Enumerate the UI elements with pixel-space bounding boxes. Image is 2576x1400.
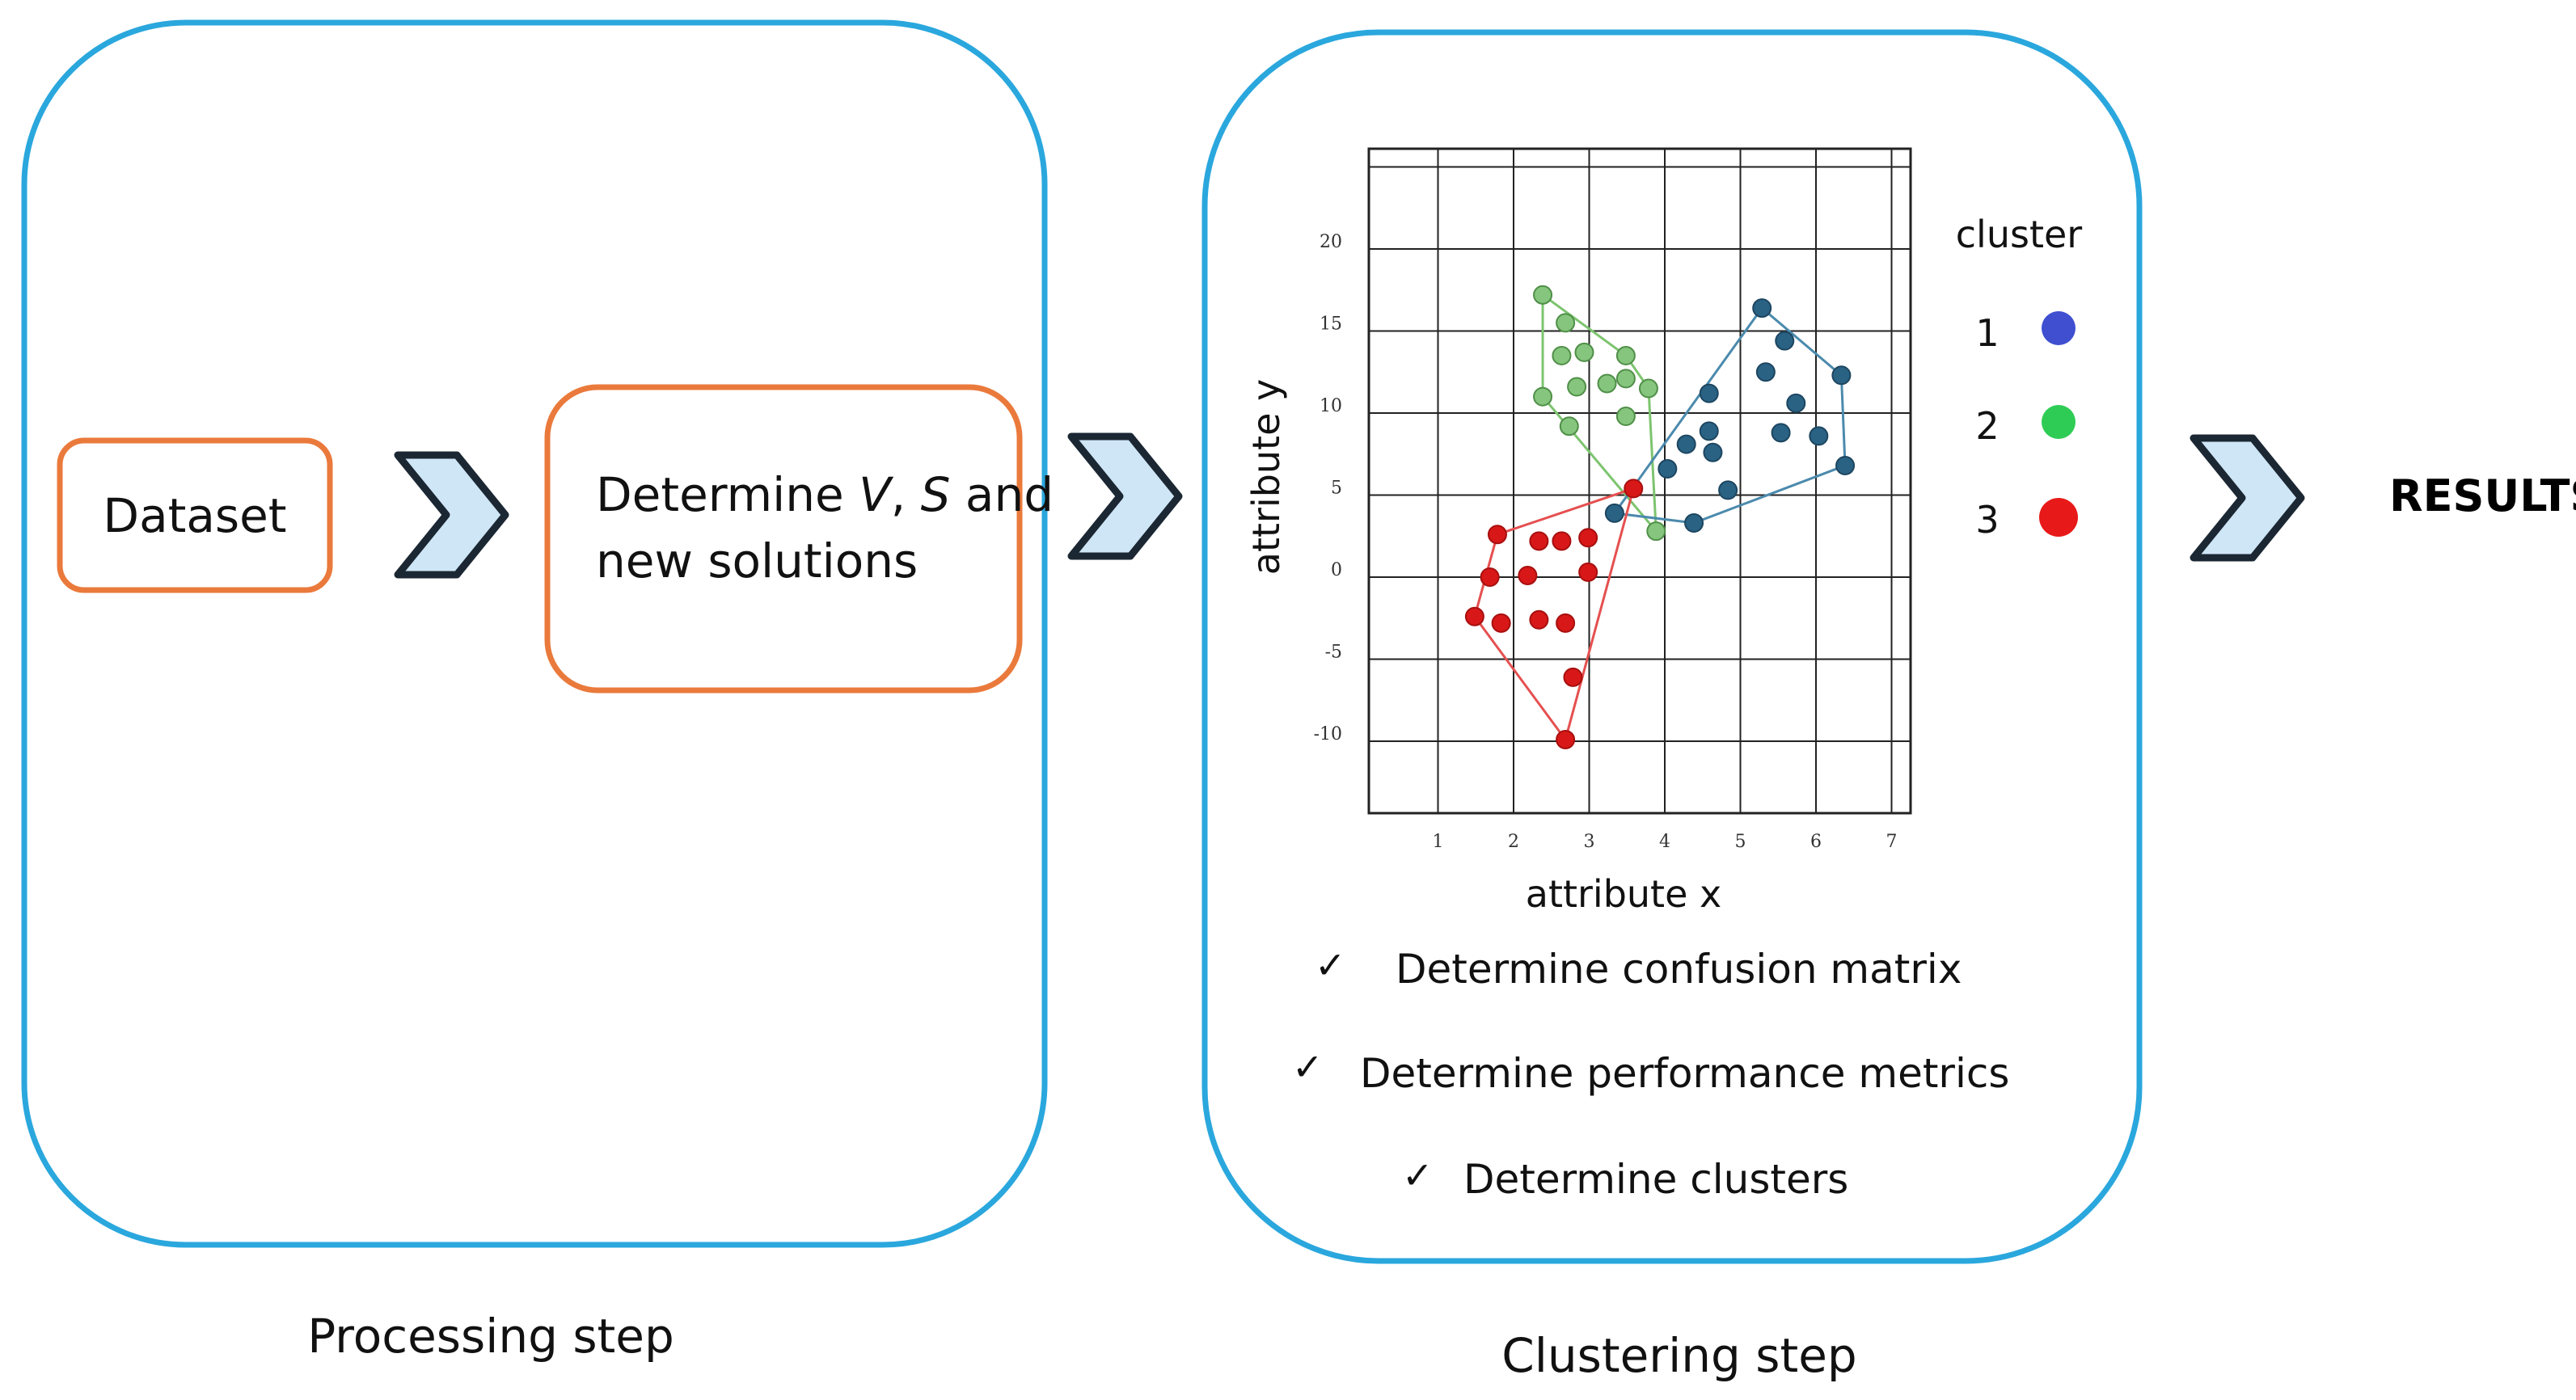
y-tick-label: -10 (1314, 724, 1342, 744)
y-tick-label: 5 (1331, 479, 1342, 499)
y-tick-label: 10 (1320, 396, 1342, 416)
data-point-green (1646, 521, 1666, 542)
x-axis-label: attribute x (1526, 872, 1722, 916)
data-point-green (1567, 377, 1587, 397)
data-point-blue (1835, 455, 1856, 475)
determine-vs-label-line2: new solutions (596, 533, 918, 588)
data-point-green (1615, 345, 1636, 365)
data-point-blue (1755, 362, 1776, 382)
chevron-arrow-icon (394, 451, 509, 579)
legend-title: cluster (1956, 213, 2083, 256)
data-point-green (1597, 373, 1617, 394)
data-point-blue (1831, 365, 1852, 386)
check-mark-icon: ✓ (1402, 1153, 1434, 1197)
legend-label-1: 1 (1975, 311, 1999, 355)
data-point-blue (1771, 423, 1791, 443)
x-tick-label: 7 (1886, 832, 1898, 852)
determine-vs-box (544, 384, 1023, 694)
data-point-green (1615, 369, 1636, 389)
data-point-blue (1718, 480, 1738, 500)
data-point-red (1480, 567, 1500, 587)
legend-label-3: 3 (1975, 498, 1999, 542)
data-point-red (1487, 525, 1507, 545)
data-point-red (1556, 729, 1576, 749)
data-point-red (1563, 667, 1583, 687)
data-point-blue (1658, 459, 1678, 479)
data-point-red (1552, 531, 1572, 551)
clustering-step-panel (1201, 29, 2143, 1264)
results-label: RESULTS (2389, 470, 2576, 521)
data-point-green (1615, 407, 1636, 427)
processing-step-panel (21, 19, 1048, 1248)
data-point-green (1533, 386, 1553, 407)
data-point-blue (1684, 513, 1704, 533)
data-point-blue (1775, 331, 1795, 351)
legend-dot-1 (2042, 311, 2076, 345)
dataset-label: Dataset (103, 488, 286, 543)
chevron-arrow-icon (1067, 432, 1183, 560)
check-item-performance-metrics: Determine performance metrics (1360, 1050, 2009, 1097)
data-point-green (1574, 342, 1594, 362)
data-point-green (1533, 285, 1553, 305)
legend-dot-2 (2042, 405, 2076, 439)
data-point-red (1624, 479, 1644, 499)
x-tick-label: 1 (1433, 832, 1444, 852)
data-point-red (1491, 613, 1511, 633)
data-point-red (1464, 606, 1484, 626)
plot-frame (1367, 147, 1912, 815)
checklist: ✓ Determine confusion matrix ✓ Determine… (1292, 943, 2009, 1203)
legend: cluster 1 2 3 (1956, 213, 2083, 542)
data-point-green (1556, 313, 1576, 333)
check-item-confusion-matrix: Determine confusion matrix (1396, 946, 1962, 993)
data-point-red (1578, 528, 1598, 548)
clustering-step-caption: Clustering step (1501, 1328, 1856, 1383)
legend-dot-3 (2039, 498, 2078, 537)
x-tick-label: 4 (1659, 832, 1670, 852)
x-tick-label: 5 (1735, 832, 1746, 852)
y-axis-label: attribute y (1244, 379, 1288, 576)
check-mark-icon: ✓ (1292, 1045, 1324, 1089)
data-point-green (1559, 416, 1579, 436)
legend-label-2: 2 (1975, 404, 1999, 448)
x-tick-label: 2 (1508, 832, 1519, 852)
data-point-red (1556, 613, 1576, 633)
y-tick-label: 15 (1320, 314, 1342, 335)
dataset-box (57, 437, 333, 593)
data-point-blue (1786, 393, 1806, 413)
cluster-scatter-chart: 1 2 3 4 5 6 7 20 15 10 5 0 -5 -10 attribute x attribu… (1244, 147, 1912, 916)
data-point-blue (1604, 503, 1624, 523)
y-tick-label: -5 (1325, 643, 1342, 663)
data-point-blue (1703, 442, 1723, 462)
data-point-green (1638, 378, 1658, 398)
data-point-blue (1699, 421, 1719, 441)
data-point-red (1578, 562, 1598, 582)
x-tick-label: 6 (1810, 832, 1822, 852)
data-point-red (1529, 609, 1549, 630)
y-tick-label: 0 (1331, 560, 1342, 580)
y-tick-label: 20 (1320, 232, 1342, 252)
x-tick-label: 3 (1584, 832, 1595, 852)
data-point-green (1552, 345, 1572, 365)
chevron-arrow-icon (2190, 434, 2305, 562)
processing-step-caption: Processing step (307, 1309, 674, 1364)
data-point-blue (1752, 298, 1772, 318)
check-mark-icon: ✓ (1315, 943, 1346, 987)
data-point-blue (1699, 383, 1719, 403)
determine-vs-label: Determine V, S and (596, 467, 1054, 522)
data-point-red (1518, 565, 1538, 585)
check-item-clusters: Determine clusters (1463, 1156, 1848, 1203)
data-point-blue (1809, 426, 1829, 446)
cluster-hull-blue (1612, 306, 1847, 525)
data-point-red (1529, 531, 1549, 551)
data-point-blue (1676, 434, 1696, 454)
